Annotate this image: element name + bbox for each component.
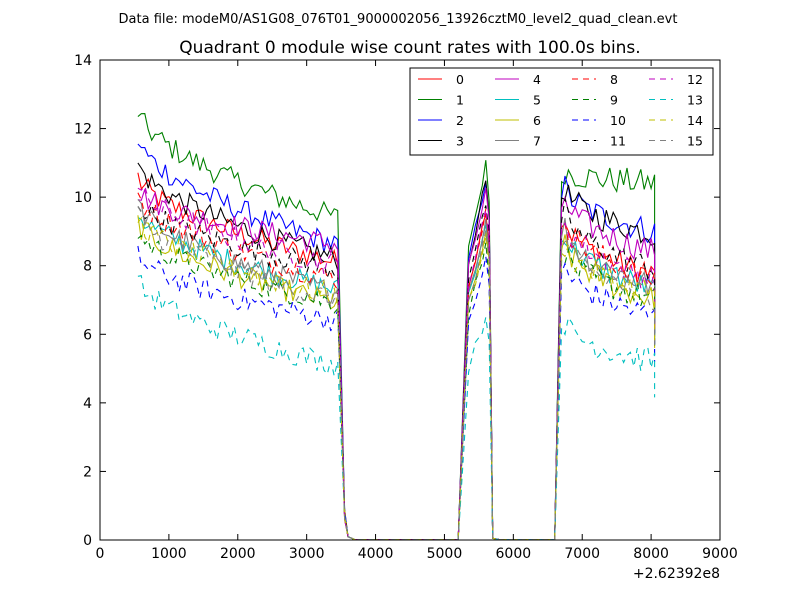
legend-label-9: 9 <box>610 93 618 108</box>
legend-label-4: 4 <box>533 72 541 87</box>
y-tick-label: 12 <box>74 122 92 138</box>
x-tick-label: 6000 <box>496 546 532 562</box>
legend-label-6: 6 <box>533 113 541 128</box>
y-tick-label: 6 <box>83 327 92 343</box>
series-line-8 <box>137 192 656 541</box>
y-tick-label: 10 <box>74 190 92 206</box>
x-tick-label: 7000 <box>564 546 600 562</box>
y-tick-label: 2 <box>83 464 92 480</box>
series-line-3 <box>137 162 656 541</box>
x-tick-label: 3000 <box>289 546 325 562</box>
x-tick-label: 8000 <box>633 546 669 562</box>
series-line-1 <box>137 113 656 541</box>
series-line-5 <box>137 217 656 541</box>
x-tick-label: 0 <box>96 546 105 562</box>
series-layer <box>137 113 656 541</box>
legend-label-0: 0 <box>456 72 464 87</box>
plot-area-frame <box>99 59 721 541</box>
legend-label-11: 11 <box>610 134 626 149</box>
x-tick-label: 5000 <box>427 546 463 562</box>
legend-label-10: 10 <box>610 113 626 128</box>
legend-label-13: 13 <box>687 93 703 108</box>
y-tick-label: 4 <box>83 396 92 412</box>
x-tick-label: 1000 <box>151 546 187 562</box>
legend-label-14: 14 <box>687 113 703 128</box>
x-tick-label: 2000 <box>220 546 256 562</box>
x-tick-label: 9000 <box>702 546 738 562</box>
x-axis-offset-label: +2.62392e8 <box>633 566 720 582</box>
series-line-4 <box>137 188 656 541</box>
series-line-14 <box>137 216 656 541</box>
legend-label-1: 1 <box>456 93 464 108</box>
legend-label-12: 12 <box>687 72 703 87</box>
series-line-10 <box>137 245 656 541</box>
x-tick-label: 4000 <box>358 546 394 562</box>
y-tick-label: 14 <box>74 53 92 69</box>
series-line-13 <box>137 275 656 541</box>
series-line-0 <box>137 172 656 541</box>
series-line-2 <box>137 143 656 541</box>
legend-label-5: 5 <box>533 93 541 108</box>
legend-label-3: 3 <box>456 134 464 149</box>
legend-label-2: 2 <box>456 113 464 128</box>
series-line-15 <box>137 206 656 541</box>
legend-label-8: 8 <box>610 72 618 87</box>
chart-suptitle: Data file: modeM0/AS1G08_076T01_90000020… <box>119 12 678 27</box>
axis-ticks: 0 1000 2000 3000 4000 5000 6000 7000 8000 9000 0 2 4… <box>74 53 738 562</box>
chart-title: Quadrant 0 module wise count rates with … <box>179 38 640 58</box>
legend-label-15: 15 <box>687 134 703 149</box>
series-line-6 <box>137 215 656 541</box>
series-line-9 <box>137 234 656 541</box>
y-tick-label: 0 <box>83 533 92 549</box>
legend-label-7: 7 <box>533 134 541 149</box>
y-tick-label: 8 <box>83 259 92 275</box>
